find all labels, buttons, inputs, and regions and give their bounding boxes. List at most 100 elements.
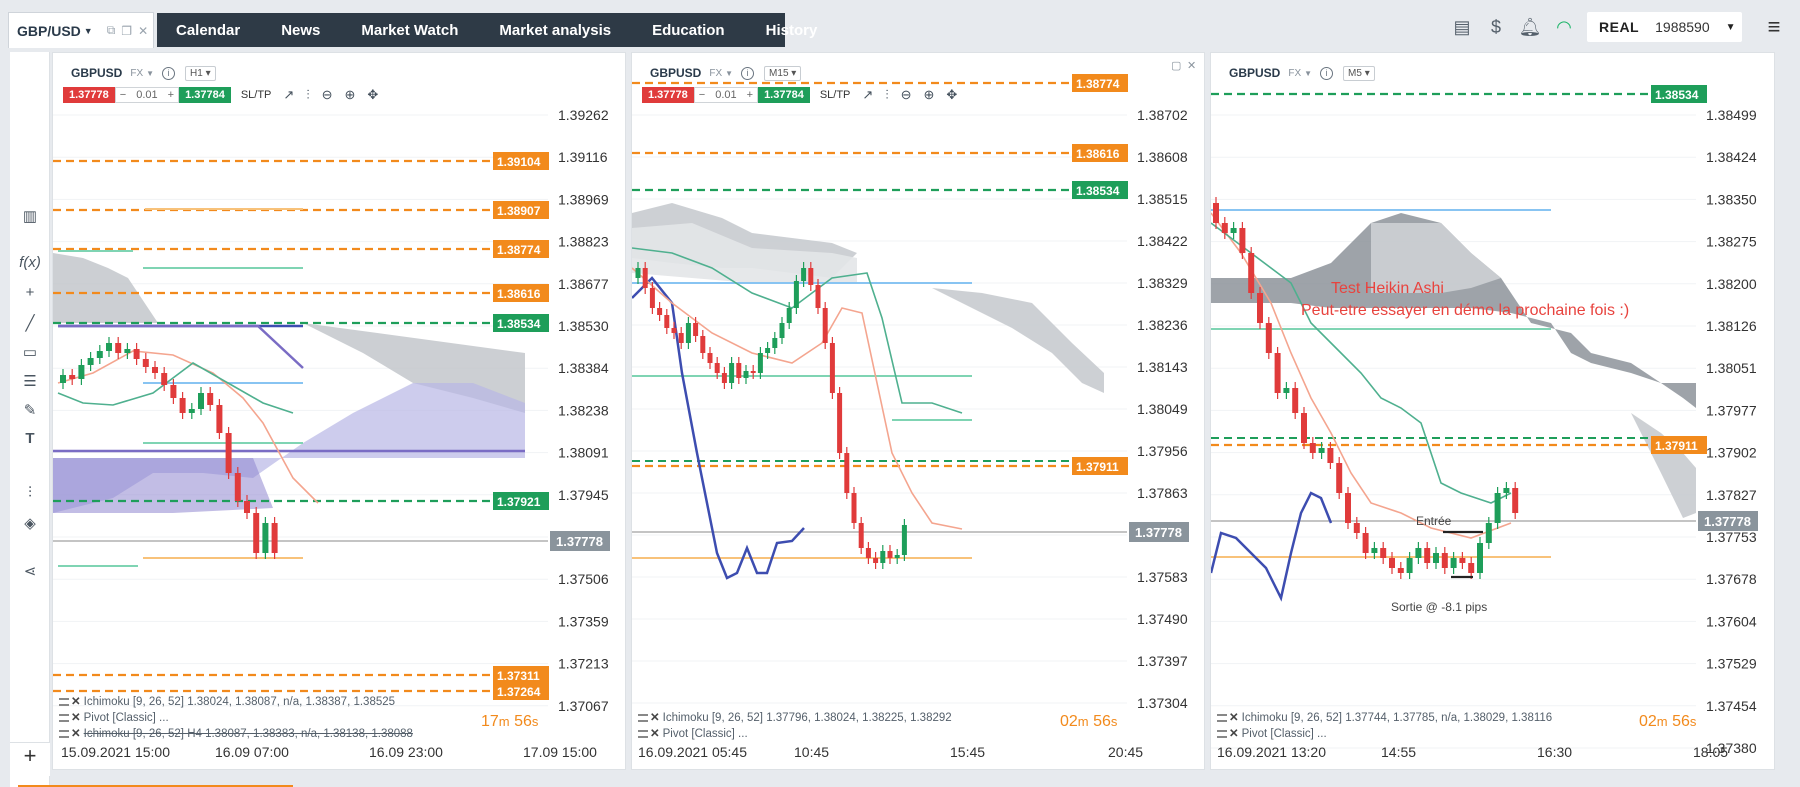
indicator-settings-icon[interactable] [638, 713, 648, 722]
indicator-line[interactable]: ✕ Pivot [Classic] ... [638, 726, 952, 742]
remove-icon[interactable]: ✕ [650, 712, 660, 724]
zoom-out-icon[interactable]: ⊖ [900, 87, 912, 102]
function-icon[interactable]: f(x) [19, 254, 41, 271]
close-icon[interactable]: ✕ [138, 23, 149, 38]
chart-canvas[interactable]: 1.39262 1.39116 1.38969 1.38823 1.38677 1.385… [53, 53, 626, 770]
candle-body [1371, 548, 1378, 553]
indicators-icon[interactable]: ⫶ [28, 484, 32, 501]
indicator-settings-icon[interactable] [59, 729, 69, 738]
symbol-tab[interactable]: GBP/USD ▼ ⧉ ❐ ✕ [8, 12, 154, 48]
remove-icon[interactable]: ✕ [71, 728, 81, 740]
chart-panel-h1[interactable]: 1.39262 1.39116 1.38969 1.38823 1.38677 1.385… [52, 52, 626, 770]
plus-icon[interactable]: + [167, 89, 175, 101]
indicator-line[interactable]: ✕ Ichimoku [9, 26, 52] H4 1.38087, 1.3838… [59, 726, 413, 742]
sell-button[interactable]: 1.37778 [642, 87, 694, 103]
rectangle-icon[interactable]: ▭ [22, 344, 38, 361]
nav-calendar[interactable]: Calendar [176, 21, 241, 39]
price-tick-label: 1.38422 [1137, 233, 1188, 249]
trend-icon[interactable]: ↗ [862, 87, 874, 102]
trend-icon[interactable]: ↗ [283, 87, 295, 102]
remove-icon[interactable]: ✕ [1229, 712, 1239, 724]
deposit-icon[interactable]: $ [1490, 16, 1501, 37]
candles-icon[interactable]: ⫶ [885, 87, 889, 102]
indicator-line[interactable]: ✕ Ichimoku [9, 26, 52] 1.37744, 1.37785, … [1217, 710, 1552, 726]
chevron-down-icon[interactable]: ▼ [1304, 68, 1313, 78]
nav-education[interactable]: Education [652, 21, 725, 39]
candle-timer: 02m 56s [1639, 713, 1696, 731]
menu-icon[interactable]: ≡ [1767, 14, 1781, 39]
close-icon[interactable]: ✕ [1187, 60, 1197, 72]
timer-sec-unit: s [1689, 714, 1697, 729]
fibonacci-icon[interactable]: ☰ [23, 373, 37, 390]
candles-icon[interactable]: ⫶ [306, 87, 310, 102]
chart-panel-m5[interactable]: 1.38499 1.38424 1.38350 1.38275 1.38200 1.381… [1210, 52, 1775, 770]
indicator-text: Pivot [Classic] ... [1241, 728, 1327, 740]
buy-button[interactable]: 1.37784 [179, 87, 231, 103]
bell-icon[interactable]: 🔔︎ [1518, 16, 1542, 37]
indicator-line[interactable]: ✕ Ichimoku [9, 26, 52] 1.38024, 1.38087, … [59, 694, 413, 710]
candle-body [1221, 223, 1228, 233]
nav-news[interactable]: News [281, 21, 321, 39]
chevron-down-icon[interactable]: ▼ [146, 68, 155, 78]
layout-icon[interactable]: ▤ [1453, 16, 1471, 37]
candle-body [1485, 523, 1492, 543]
sltp-button[interactable]: SL/TP [819, 89, 851, 101]
text-tool-icon[interactable]: T [25, 430, 35, 447]
chevron-down-icon[interactable]: ▼ [83, 25, 93, 36]
info-icon[interactable]: i [741, 66, 755, 80]
quantity-stepper[interactable]: −0.01 + [114, 87, 180, 103]
detach-icon[interactable]: ⧉ [106, 23, 116, 37]
maximize-icon[interactable]: ▢ [1171, 60, 1182, 72]
indicator-settings-icon[interactable] [59, 697, 69, 706]
remove-icon[interactable]: ✕ [71, 712, 81, 724]
nav-history[interactable]: History [765, 21, 818, 39]
info-icon[interactable]: i [1320, 66, 1334, 80]
remove-icon[interactable]: ✕ [71, 696, 81, 708]
chart-canvas[interactable]: 1.38702 1.38608 1.38515 1.38422 1.38329 1.382… [632, 53, 1205, 770]
line-tool-icon[interactable]: ╱ [25, 315, 35, 332]
layers-icon[interactable]: ◈ [24, 515, 36, 532]
indicator-line[interactable]: ✕ Pivot [Classic] ... [1217, 726, 1552, 742]
timeframe-select[interactable]: M5 ▾ [1343, 65, 1375, 81]
remove-icon[interactable]: ✕ [1229, 728, 1239, 740]
chart-type-icon[interactable]: ▥ [22, 208, 38, 225]
indicator-settings-icon[interactable] [638, 729, 648, 738]
indicator-line[interactable]: ✕ Pivot [Classic] ... [59, 710, 413, 726]
zoom-in-icon[interactable]: ⊕ [344, 87, 356, 102]
move-icon[interactable]: ✥ [367, 87, 379, 102]
indicator-text: Ichimoku [9, 26, 52] 1.37744, 1.37785, n… [1241, 712, 1553, 724]
quantity-stepper[interactable]: −0.01 + [693, 87, 759, 103]
add-chart-button[interactable]: + [10, 742, 50, 776]
crosshair-icon[interactable]: + [25, 284, 35, 301]
indicator-settings-icon[interactable] [1217, 713, 1227, 722]
buy-button[interactable]: 1.37784 [758, 87, 810, 103]
level-price-label: 1.38774 [1076, 77, 1120, 91]
sell-button[interactable]: 1.37778 [63, 87, 115, 103]
pen-icon[interactable]: ✎ [23, 402, 37, 419]
timeframe-select[interactable]: H1 ▾ [185, 65, 216, 81]
minus-icon[interactable]: − [698, 89, 706, 101]
ichimoku-cloud-h4 [53, 383, 543, 513]
nav-market-watch[interactable]: Market Watch [361, 21, 459, 39]
indicator-settings-icon[interactable] [1217, 729, 1227, 738]
chart-canvas[interactable]: 1.38499 1.38424 1.38350 1.38275 1.38200 1.381… [1211, 53, 1775, 770]
move-icon[interactable]: ✥ [946, 87, 958, 102]
zoom-out-icon[interactable]: ⊖ [321, 87, 333, 102]
sltp-button[interactable]: SL/TP [240, 89, 272, 101]
indicator-line[interactable]: ✕ Ichimoku [9, 26, 52] 1.37796, 1.38024, … [638, 710, 952, 726]
zoom-in-icon[interactable]: ⊕ [923, 87, 935, 102]
timeframe-select[interactable]: M15 ▾ [764, 65, 802, 81]
candle-body [736, 363, 742, 378]
plus-icon[interactable]: + [746, 89, 754, 101]
remove-icon[interactable]: ✕ [650, 728, 660, 740]
account-selector[interactable]: REAL 1988590 ▼ [1587, 12, 1742, 42]
chevron-down-icon[interactable]: ▼ [725, 68, 734, 78]
info-icon[interactable]: i [162, 66, 176, 80]
share-icon[interactable]: ⋖ [23, 563, 37, 580]
chart-panel-m15[interactable]: 1.38702 1.38608 1.38515 1.38422 1.38329 1.382… [631, 52, 1205, 770]
nav-market-analysis[interactable]: Market analysis [499, 21, 612, 39]
restore-icon[interactable]: ❐ [121, 23, 133, 38]
exit-label: Sortie @ -8.1 pips [1391, 600, 1487, 614]
minus-icon[interactable]: − [119, 89, 127, 101]
indicator-settings-icon[interactable] [59, 713, 69, 722]
